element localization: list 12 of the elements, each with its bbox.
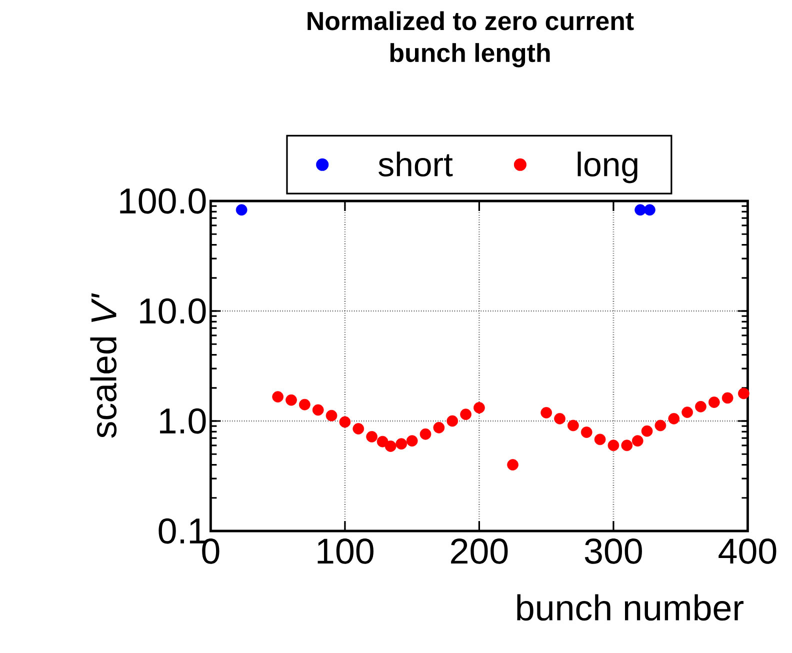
x-tick-label: 400 — [718, 538, 776, 564]
x-tick-label: 200 — [451, 538, 508, 564]
legend-label: short — [378, 152, 453, 176]
legend-label: long — [578, 152, 638, 184]
y-tick-label: 1.0 — [160, 408, 206, 434]
y-axis-title: scaled V' — [90, 293, 117, 438]
y-tick-label: 10.0 — [140, 298, 206, 324]
x-tick-label: 300 — [584, 538, 642, 564]
y-tick-label: 100.0 — [120, 188, 206, 214]
chart-title: Normalized to zero current bunch length — [308, 11, 634, 68]
x-tick-label: 100 — [318, 538, 374, 564]
x-axis-title: bunch number — [517, 594, 744, 621]
